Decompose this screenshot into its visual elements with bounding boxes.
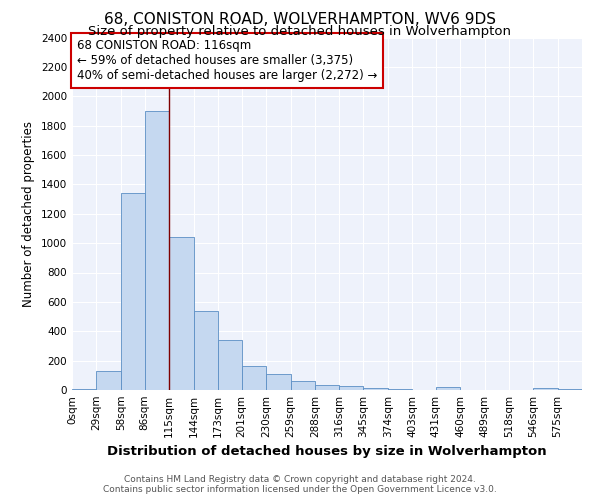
Bar [557,388,582,390]
Bar [218,340,242,390]
Bar [533,388,557,390]
Bar [194,310,218,390]
X-axis label: Distribution of detached houses by size in Wolverhampton: Distribution of detached houses by size … [107,446,547,458]
Bar [436,387,460,390]
Bar [145,111,169,390]
Bar [242,366,266,390]
Bar [388,388,412,390]
Text: Contains HM Land Registry data © Crown copyright and database right 2024.
Contai: Contains HM Land Registry data © Crown c… [103,474,497,494]
Bar [121,193,145,390]
Y-axis label: Number of detached properties: Number of detached properties [22,120,35,306]
Bar [97,371,121,390]
Bar [364,388,388,390]
Text: 68 CONISTON ROAD: 116sqm
← 59% of detached houses are smaller (3,375)
40% of sem: 68 CONISTON ROAD: 116sqm ← 59% of detach… [77,40,377,82]
Text: 68, CONISTON ROAD, WOLVERHAMPTON, WV6 9DS: 68, CONISTON ROAD, WOLVERHAMPTON, WV6 9D… [104,12,496,28]
Bar [169,236,194,390]
Bar [72,388,97,390]
Bar [266,374,290,390]
Bar [290,381,315,390]
Bar [339,386,364,390]
Bar [315,385,339,390]
Text: Size of property relative to detached houses in Wolverhampton: Size of property relative to detached ho… [89,25,511,38]
